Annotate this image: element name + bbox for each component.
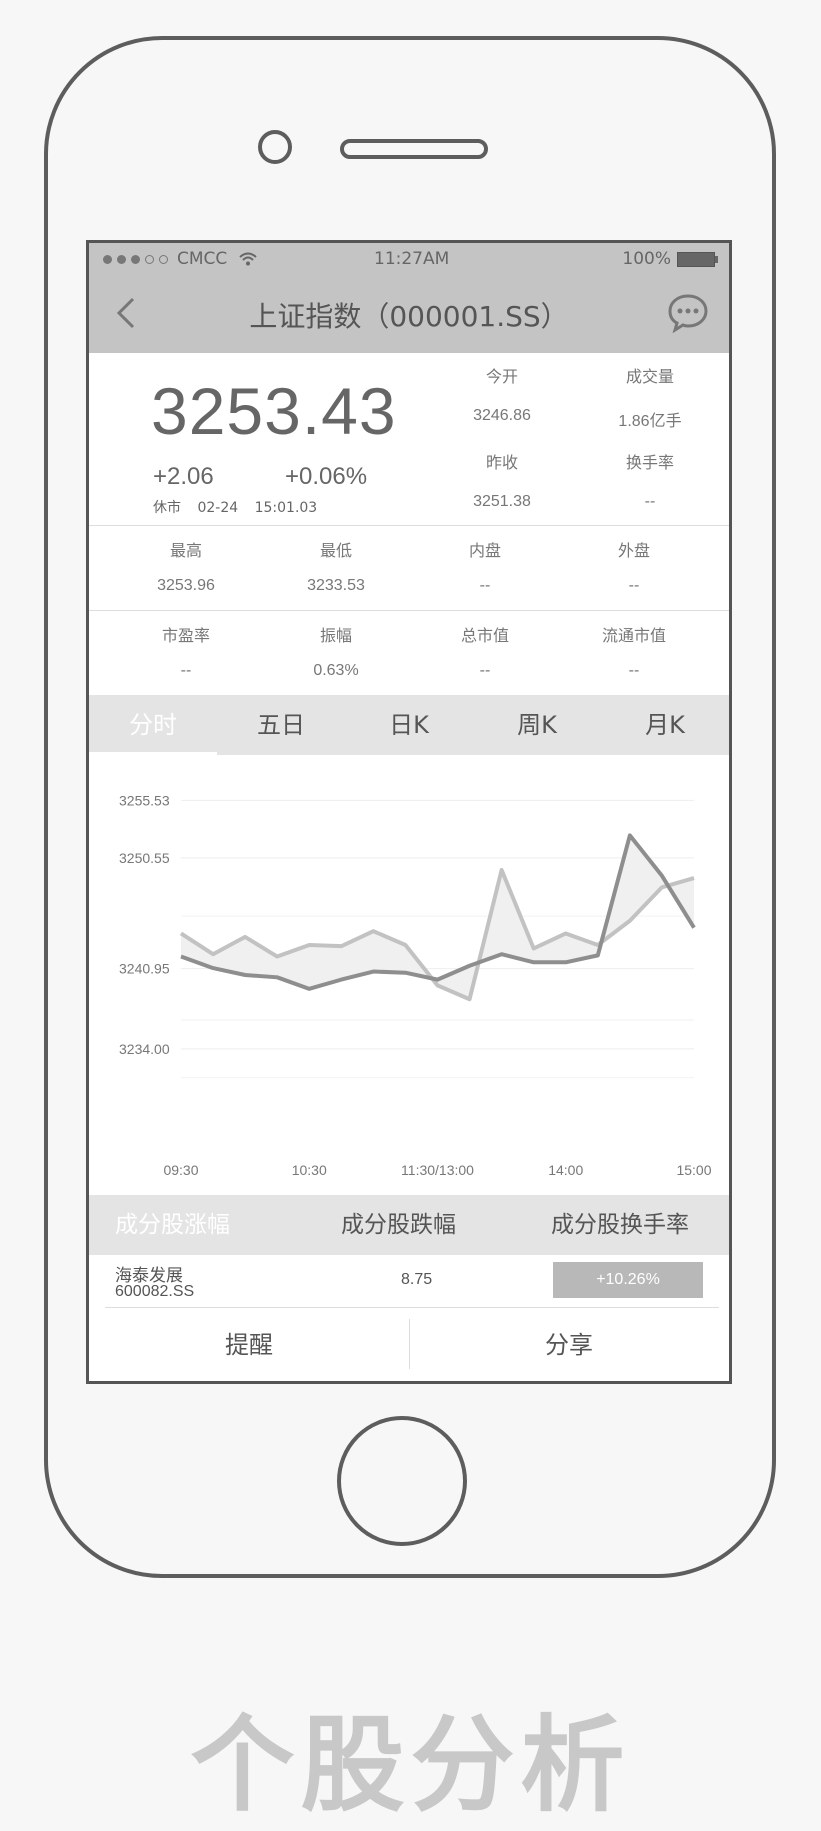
stat-value: 0.63% <box>313 662 359 679</box>
market-status: 休市 02-24 15:01.03 <box>153 497 329 517</box>
stat-label: 市盈率 <box>161 626 210 645</box>
stat-value: -- <box>479 577 491 594</box>
x-tick-label: 09:30 <box>163 1162 198 1178</box>
constituents-tabs: 成分股涨幅 成分股跌幅 成分股换手率 <box>89 1195 729 1255</box>
x-tick-label: 15:00 <box>676 1162 711 1178</box>
stat-value: -- <box>644 493 656 510</box>
wifi-icon <box>239 252 257 266</box>
signal-dot <box>117 254 126 264</box>
stock-code: 600082.SS <box>115 1283 195 1300</box>
signal-dot <box>131 254 140 264</box>
tab-constituent-turnover[interactable]: 成分股换手率 <box>551 1212 689 1238</box>
stat-label: 振幅 <box>319 626 352 645</box>
stat-label: 内盘 <box>468 541 501 560</box>
status-time: 11:27AM <box>374 249 450 269</box>
footer-divider <box>409 1319 410 1369</box>
stat-value: -- <box>628 577 640 594</box>
stat-label: 最低 <box>319 541 352 560</box>
camera-icon <box>258 130 292 164</box>
quote-time: 15:01.03 <box>254 500 318 516</box>
back-icon[interactable] <box>109 295 145 331</box>
quote-panel: 3253.43 +2.06 +0.06% 休市 02-24 15:01.03 今… <box>89 353 729 526</box>
price-change: +2.06 <box>153 463 214 490</box>
carrier-name: CMCC <box>177 249 228 269</box>
y-tick-label: 3234.00 <box>119 1041 170 1057</box>
tab-intraday[interactable]: 分时 <box>89 695 217 755</box>
signal-dot <box>145 254 154 264</box>
battery-icon <box>677 251 718 267</box>
tab-constituent-gainers[interactable]: 成分股涨幅 <box>115 1212 230 1238</box>
stat-label: 总市值 <box>460 626 509 645</box>
series-line-dark <box>180 833 696 991</box>
speaker-icon <box>340 139 488 159</box>
stat-value: -- <box>180 662 192 679</box>
nav-bar: 上证指数（000001.SS） <box>89 273 729 353</box>
current-price: 3253.43 <box>151 374 397 448</box>
stat-open: 今开 3246.86 <box>432 363 572 425</box>
stock-price: 8.75 <box>401 1271 433 1288</box>
y-tick-label: 3250.55 <box>119 850 170 866</box>
stat-value: 3246.86 <box>473 407 531 424</box>
signal-dot <box>159 254 168 264</box>
status-bar: CMCC 11:27AM 100% <box>89 243 729 273</box>
stat-label: 成交量 <box>625 367 674 386</box>
tab-weekly-k[interactable]: 周K <box>517 711 557 739</box>
area-between-series <box>181 835 694 1000</box>
home-button[interactable] <box>337 1416 467 1546</box>
stock-name: 海泰发展 <box>115 1266 183 1286</box>
stat-label: 换手率 <box>625 453 674 472</box>
tab-five-day[interactable]: 五日 <box>257 711 305 739</box>
battery-percent: 100% <box>622 249 671 269</box>
stats-row-1: 最高 3253.96 最低 3233.53 内盘 -- 外盘 -- <box>89 525 729 611</box>
tab-monthly-k[interactable]: 月K <box>645 711 685 739</box>
stat-value: 3251.38 <box>473 493 531 510</box>
stat-value: 1.86亿手 <box>618 413 682 430</box>
screen: CMCC 11:27AM 100% 上证指数（000001.SS） 3253.4… <box>86 240 732 1384</box>
footer-actions: 提醒 分享 <box>89 1309 729 1381</box>
stock-change-badge: +10.26% <box>553 1262 703 1298</box>
y-tick-label: 3255.53 <box>119 792 170 808</box>
series-line-light <box>179 868 695 1002</box>
stat-label: 外盘 <box>617 541 650 560</box>
signal-dot <box>103 254 112 264</box>
x-tick-label: 11:30/13:00 <box>401 1162 474 1178</box>
stat-value: -- <box>628 662 640 679</box>
remind-button[interactable]: 提醒 <box>225 1331 273 1359</box>
stat-value: -- <box>479 662 491 679</box>
tab-daily-k[interactable]: 日K <box>389 711 429 739</box>
share-button[interactable]: 分享 <box>545 1331 593 1359</box>
quote-date: 02-24 <box>197 500 239 516</box>
price-change-pct: +0.06% <box>285 463 368 490</box>
stat-value: 3233.53 <box>307 577 365 594</box>
market-status-label: 休市 <box>153 500 181 516</box>
stat-label: 今开 <box>485 367 518 386</box>
intraday-chart: 3255.53 3250.55 3240.95 3234.00 09:30 10:30 11… <box>119 792 712 1178</box>
chat-icon[interactable] <box>667 293 709 333</box>
page-caption: 个股分析 <box>190 1704 631 1826</box>
stat-label: 昨收 <box>485 453 518 472</box>
tab-constituent-losers[interactable]: 成分股跌幅 <box>341 1212 456 1238</box>
stat-label: 最高 <box>169 541 202 560</box>
x-tick-label: 10:30 <box>292 1162 327 1178</box>
table-row[interactable]: 海泰发展 600082.SS 8.75 +10.26% <box>105 1255 719 1308</box>
chart-tabs: 分时 五日 日K 周K 月K <box>89 695 729 755</box>
y-tick-label: 3240.95 <box>119 961 170 977</box>
x-tick-label: 14:00 <box>548 1162 583 1178</box>
stat-turnover: 换手率 -- <box>580 449 720 511</box>
stat-volume: 成交量 1.86亿手 <box>580 363 720 431</box>
stat-prev-close: 昨收 3251.38 <box>432 449 572 511</box>
stats-row-2: 市盈率 -- 振幅 0.63% 总市值 -- 流通市值 -- <box>89 610 729 696</box>
stat-value: 3253.96 <box>157 577 215 594</box>
page-title: 上证指数（000001.SS） <box>249 300 569 333</box>
stat-label: 流通市值 <box>601 626 666 645</box>
